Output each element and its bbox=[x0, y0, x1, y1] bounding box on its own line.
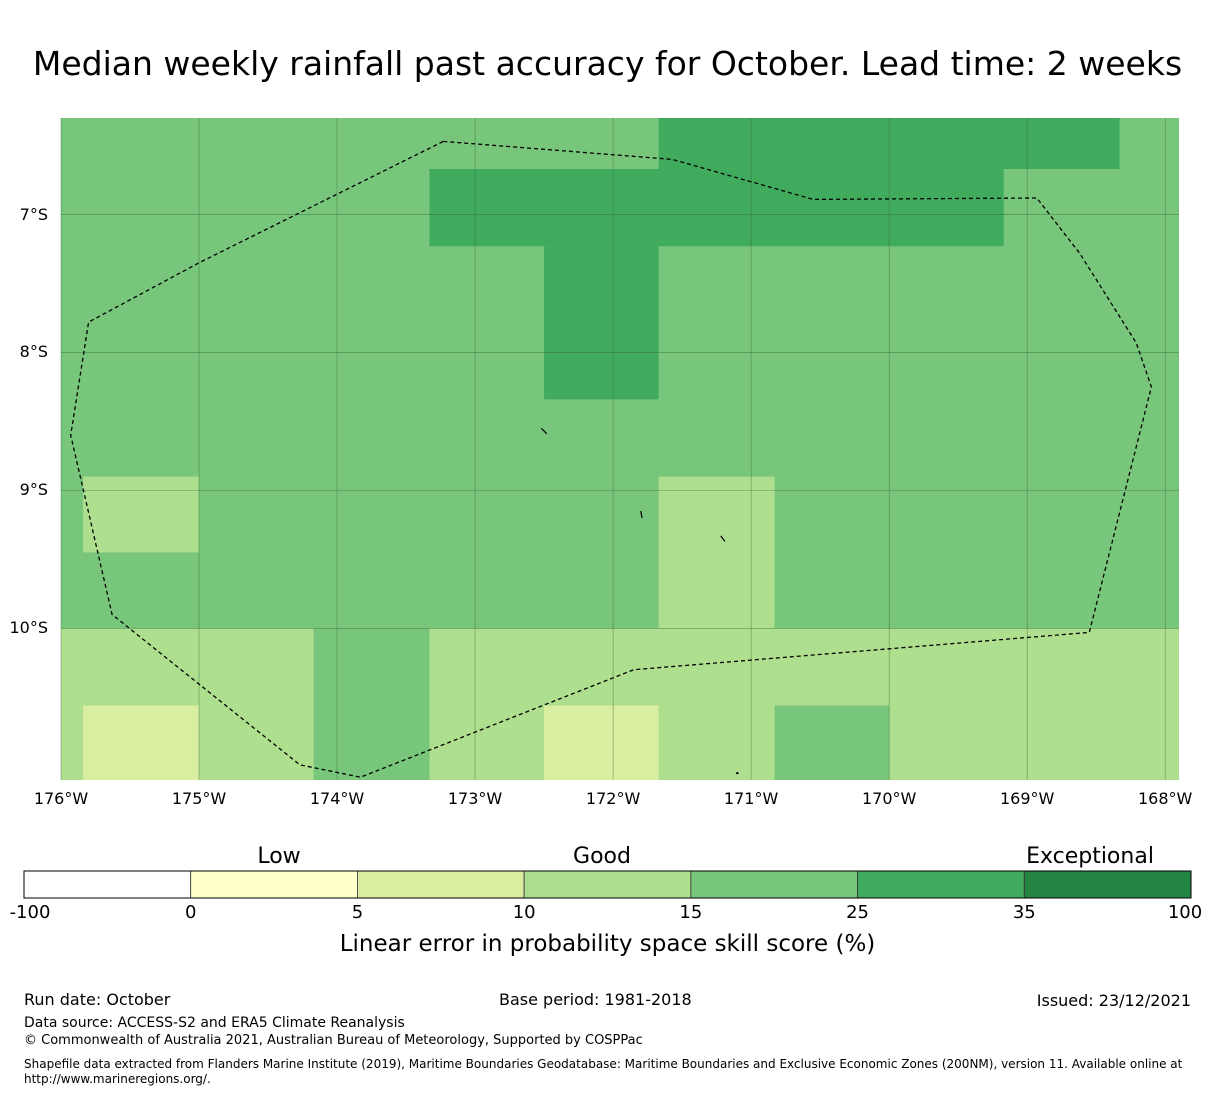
colorbar-swatch bbox=[690, 870, 858, 899]
colorbar-swatch bbox=[190, 870, 358, 899]
copyright-note: © Commonwealth of Australia 2021, Austra… bbox=[24, 1033, 643, 1048]
run-date: Run date: October bbox=[24, 990, 171, 1009]
base-period: Base period: 1981-2018 bbox=[499, 990, 692, 1009]
skill-cell bbox=[83, 476, 200, 553]
colorbar bbox=[23, 870, 1192, 899]
colorbar-swatch bbox=[357, 870, 525, 899]
skill-cell bbox=[774, 705, 890, 780]
longitude-label: 171°W bbox=[723, 789, 779, 808]
longitude-label: 175°W bbox=[171, 789, 227, 808]
shapefile-credit: Shapefile data extracted from Flanders M… bbox=[24, 1057, 1183, 1086]
skill-cell bbox=[544, 705, 659, 780]
latitude-label: 7°S bbox=[19, 204, 48, 224]
island-outline bbox=[720, 535, 726, 542]
colorbar-swatch bbox=[857, 870, 1025, 899]
latitude-label: 8°S bbox=[19, 342, 48, 362]
skill-cell bbox=[658, 476, 775, 629]
colorbar-swatch bbox=[23, 870, 192, 899]
colorbar-category: Exceptional bbox=[1026, 844, 1154, 869]
colorbar-tick-label: 15 bbox=[679, 902, 703, 923]
colorbar-tick-label: 25 bbox=[846, 902, 870, 923]
data-source: Data source: ACCESS-S2 and ERA5 Climate … bbox=[24, 1015, 405, 1031]
graticule bbox=[60, 118, 1179, 780]
colorbar-tick-label: 0 bbox=[184, 902, 197, 923]
latitude-label: 10°S bbox=[9, 618, 48, 638]
longitude-label: 176°W bbox=[33, 789, 89, 808]
colorbar-swatch bbox=[523, 870, 692, 899]
skill-grid bbox=[61, 118, 1179, 780]
colorbar-frame bbox=[23, 870, 1192, 899]
longitude-label: 172°W bbox=[585, 789, 641, 808]
colorbar-title: Linear error in probability space skill … bbox=[339, 931, 876, 957]
colorbar-tick-label: 100 bbox=[1167, 902, 1203, 923]
latitude-label: 9°S bbox=[19, 480, 48, 500]
longitude-label: 169°W bbox=[999, 789, 1055, 808]
skill-cell bbox=[83, 705, 200, 780]
skill-cell bbox=[313, 628, 430, 780]
colorbar-tick-label: -100 bbox=[9, 902, 51, 923]
skill-cell bbox=[544, 246, 659, 400]
colorbar-category: Low bbox=[257, 844, 301, 869]
colorbar-tick-label: 10 bbox=[512, 902, 536, 923]
island-outline bbox=[640, 510, 643, 519]
chart-title: Median weekly rainfall past accuracy for… bbox=[32, 44, 1183, 83]
colorbar-category: Good bbox=[573, 844, 631, 869]
longitude-label: 170°W bbox=[861, 789, 917, 808]
eez-boundary-line bbox=[70, 140, 1153, 778]
longitude-label: 173°W bbox=[447, 789, 503, 808]
eez-boundary-layer bbox=[70, 140, 1153, 778]
colorbar-swatch bbox=[1023, 870, 1192, 899]
colorbar-tick-label: 5 bbox=[351, 902, 364, 923]
island-outline bbox=[540, 427, 548, 435]
skill-cell bbox=[429, 169, 1004, 247]
longitude-label: 174°W bbox=[309, 789, 365, 808]
island-outline bbox=[736, 771, 739, 775]
issued-date: Issued: 23/12/2021 bbox=[1036, 991, 1191, 1010]
longitude-label: 168°W bbox=[1138, 789, 1193, 808]
colorbar-tick-label: 35 bbox=[1012, 902, 1036, 923]
